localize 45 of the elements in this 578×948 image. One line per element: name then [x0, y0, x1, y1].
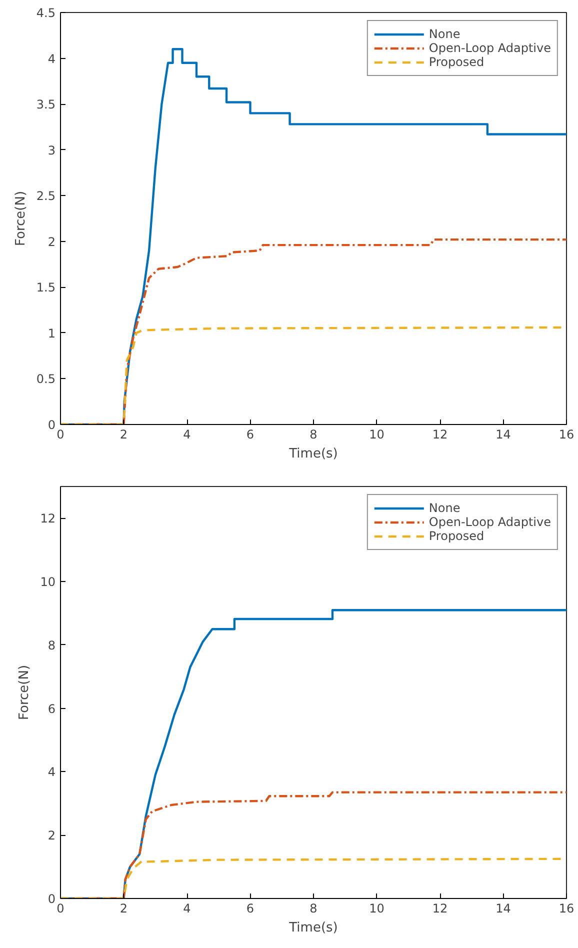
x-tick-label: 8 [310, 428, 318, 442]
y-tick-label: 10 [40, 575, 56, 590]
legend-label: Proposed [428, 55, 484, 69]
x-tick-label: 4 [183, 902, 191, 916]
x-tick-label: 4 [183, 428, 191, 442]
y-axis-title: Force(N) [13, 190, 28, 246]
x-tick-label: 12 [432, 428, 448, 442]
y-tick-label: 0.5 [36, 372, 56, 386]
legend-label: Open-Loop Adaptive [428, 515, 551, 529]
x-tick-label: 0 [56, 902, 64, 916]
x-tick-label: 6 [246, 902, 254, 916]
x-tick-label: 10 [369, 428, 384, 442]
y-tick-label: 1.5 [36, 280, 56, 295]
x-tick-label: 14 [496, 902, 511, 916]
x-tick-label: 2 [120, 428, 128, 442]
y-tick-label: 4.5 [36, 6, 56, 20]
legend-label: Open-Loop Adaptive [428, 41, 551, 55]
y-tick-label: 1 [48, 326, 56, 340]
x-tick-label: 14 [496, 428, 511, 442]
y-tick-label: 0 [48, 418, 56, 432]
y-tick-label: 8 [48, 638, 56, 652]
x-tick-label: 16 [558, 902, 574, 916]
y-tick-label: 6 [48, 702, 56, 716]
x-tick-label: 16 [558, 428, 574, 442]
x-axis-title: Time(s) [288, 920, 338, 936]
x-tick-label: 8 [310, 902, 318, 916]
y-tick-label: 0 [48, 892, 56, 906]
legend-label: None [428, 27, 460, 41]
x-tick-label: 6 [246, 428, 254, 442]
y-tick-label: 2.5 [36, 189, 56, 204]
y-tick-label: 2 [48, 234, 56, 249]
y-axis-title: Force(N) [17, 664, 32, 720]
x-tick-label: 12 [432, 902, 448, 916]
y-tick-label: 3.5 [36, 98, 56, 112]
y-tick-label: 4 [48, 52, 56, 66]
y-tick-label: 2 [48, 828, 56, 843]
x-axis-title: Time(s) [288, 446, 338, 462]
x-tick-label: 2 [120, 902, 128, 916]
y-tick-label: 3 [48, 143, 56, 158]
legend-label: Proposed [428, 529, 484, 543]
y-tick-label: 12 [40, 512, 56, 526]
x-tick-label: 0 [56, 428, 64, 442]
legend-label: None [428, 501, 460, 515]
y-tick-label: 4 [48, 765, 56, 780]
x-tick-label: 10 [369, 902, 384, 916]
